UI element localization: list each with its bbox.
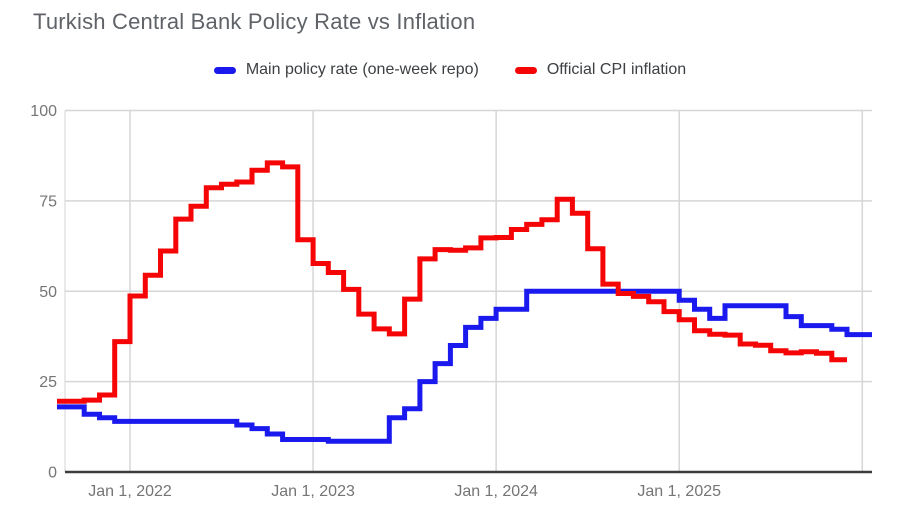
legend-item-policy-rate: Main policy rate (one-week repo) xyxy=(213,61,479,79)
chart-title: Turkish Central Bank Policy Rate vs Infl… xyxy=(33,9,476,34)
legend-label-cpi-inflation: Official CPI inflation xyxy=(546,61,687,78)
x-axis-tick-label: Jan 1, 2024 xyxy=(454,483,538,500)
cpi-inflation-line xyxy=(57,160,847,404)
y-axis-tick-label: 25 xyxy=(39,374,57,391)
policy-rate-swatch-icon xyxy=(213,66,236,74)
legend-item-cpi-inflation: Official CPI inflation xyxy=(514,61,687,79)
policy-rate-line xyxy=(57,288,872,444)
legend-label-policy-rate: Main policy rate (one-week repo) xyxy=(245,61,479,78)
cpi-inflation-swatch-icon xyxy=(514,66,537,74)
y-axis-tick-label: 100 xyxy=(30,103,57,120)
chart-legend: Main policy rate (one-week repo) Officia… xyxy=(0,61,900,79)
y-axis-tick-label: 50 xyxy=(39,284,57,301)
x-axis-tick-label: Jan 1, 2022 xyxy=(88,483,172,500)
y-axis-tick-label: 0 xyxy=(48,465,57,482)
y-axis-tick-label: 75 xyxy=(39,193,57,210)
x-axis-tick-label: Jan 1, 2025 xyxy=(637,483,721,500)
x-axis-tick-label: Jan 1, 2023 xyxy=(271,483,355,500)
